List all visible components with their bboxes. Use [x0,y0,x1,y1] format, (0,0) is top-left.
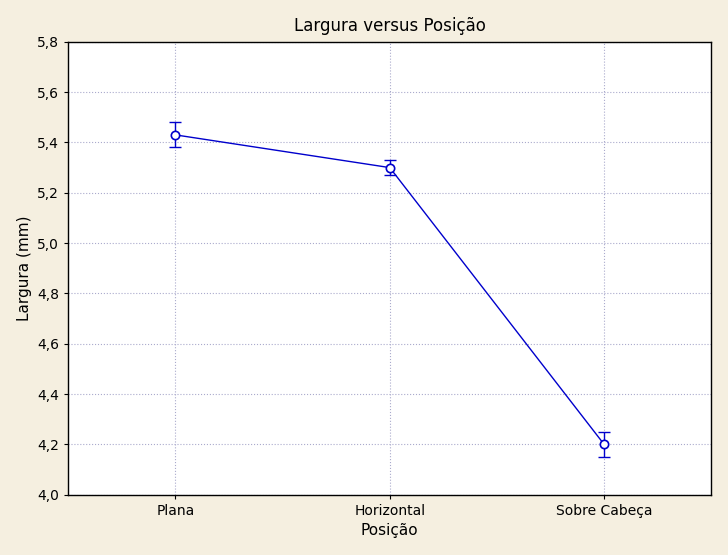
Y-axis label: Largura (mm): Largura (mm) [17,215,31,321]
Title: Largura versus Posição: Largura versus Posição [294,17,486,34]
X-axis label: Posição: Posição [361,523,419,538]
